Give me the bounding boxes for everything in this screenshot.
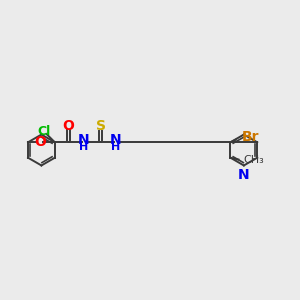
Text: O: O — [34, 135, 46, 149]
Text: N: N — [238, 168, 250, 182]
Text: CH₃: CH₃ — [243, 154, 264, 165]
Text: N: N — [78, 133, 90, 147]
Text: O: O — [63, 119, 74, 133]
Text: Cl: Cl — [38, 125, 51, 138]
Text: H: H — [80, 142, 88, 152]
Text: N: N — [110, 133, 122, 147]
Text: S: S — [95, 119, 106, 133]
Text: Br: Br — [242, 130, 259, 144]
Text: H: H — [111, 142, 121, 152]
